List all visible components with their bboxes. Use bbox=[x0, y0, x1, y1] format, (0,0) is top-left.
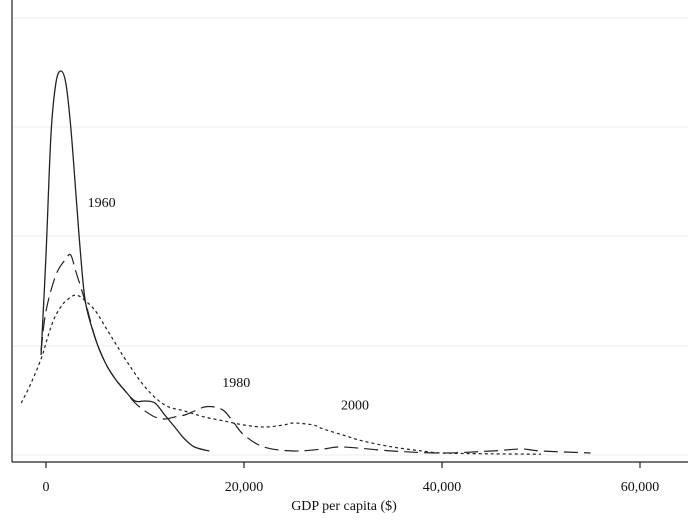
axes bbox=[11, 0, 688, 463]
series-line-2000 bbox=[20, 294, 542, 455]
x-tick-label: 20,000 bbox=[225, 480, 264, 495]
grid-lines bbox=[12, 17, 688, 456]
x-tick-label: 60,000 bbox=[621, 480, 660, 495]
x-tick-label: 0 bbox=[43, 480, 50, 495]
annotation-2000: 2000 bbox=[341, 398, 369, 413]
x-ticks: 0 20,000 40,000 60,000 bbox=[43, 462, 660, 495]
series-line-1980 bbox=[40, 253, 591, 454]
x-tick-label: 40,000 bbox=[423, 480, 462, 495]
x-axis-label: GDP per capita ($) bbox=[291, 499, 397, 514]
series-group bbox=[20, 70, 591, 455]
annotations: 1960 1980 2000 bbox=[88, 196, 369, 413]
annotation-1980: 1980 bbox=[222, 376, 250, 391]
annotation-1960: 1960 bbox=[88, 196, 116, 211]
series-line-1960 bbox=[40, 70, 210, 452]
